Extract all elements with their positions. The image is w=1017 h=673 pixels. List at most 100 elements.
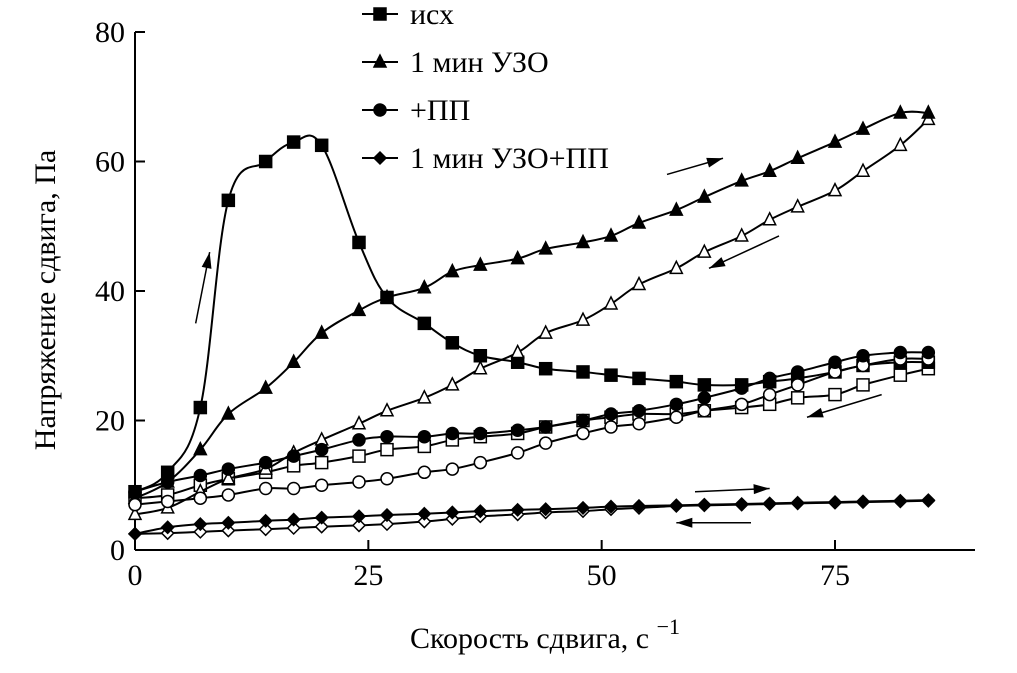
data-point-circle xyxy=(417,429,432,444)
data-point-circle xyxy=(286,449,301,463)
data-point-diamond xyxy=(631,498,647,514)
data-point-triangle xyxy=(379,288,395,304)
data-point-triangle xyxy=(372,53,388,68)
arrow-head xyxy=(676,517,693,528)
data-point-circle xyxy=(576,413,590,428)
series-2 xyxy=(128,345,936,512)
y-tick-label: 0 xyxy=(110,534,125,567)
data-point-square xyxy=(286,135,301,149)
data-point-triangle xyxy=(575,233,591,249)
series-line-down xyxy=(134,357,929,506)
arrow-head xyxy=(706,157,723,168)
data-point-circle xyxy=(128,484,142,499)
data-point-triangle xyxy=(473,256,488,271)
legend-entry-2: +ПП xyxy=(362,94,470,127)
data-point-diamond xyxy=(314,510,329,525)
data-point-diamond xyxy=(379,517,395,532)
data-point-diamond xyxy=(351,518,367,533)
series-line-down xyxy=(134,499,929,535)
data-point-circle xyxy=(669,410,684,425)
data-point-square xyxy=(373,7,387,21)
x-axis-label-main: Скорость сдвига, с xyxy=(410,622,649,655)
data-point-circle xyxy=(258,455,273,470)
data-point-triangle xyxy=(762,162,777,177)
x-tick-label: 0 xyxy=(128,559,143,592)
data-point-diamond xyxy=(372,150,388,166)
data-point-square xyxy=(417,316,432,331)
arrow-head xyxy=(709,257,726,269)
data-point-circle xyxy=(221,488,236,502)
data-point-triangle xyxy=(893,136,908,152)
data-point-diamond xyxy=(510,502,525,517)
data-point-square xyxy=(790,391,805,405)
data-point-triangle xyxy=(790,149,805,165)
data-point-triangle xyxy=(790,198,805,213)
data-point-square xyxy=(352,449,366,463)
data-point-triangle xyxy=(697,243,712,258)
series-line-up xyxy=(134,351,929,493)
data-point-circle xyxy=(697,404,712,418)
data-point-diamond xyxy=(697,497,712,512)
data-point-diamond xyxy=(258,513,273,528)
series-line-down xyxy=(134,118,930,516)
data-point-diamond xyxy=(286,520,301,536)
data-point-triangle xyxy=(221,470,236,485)
data-point-circle xyxy=(632,416,646,431)
data-point-triangle xyxy=(445,376,460,391)
data-point-square xyxy=(221,193,236,208)
data-point-circle xyxy=(128,497,142,512)
data-point-circle xyxy=(445,426,460,441)
data-point-circle xyxy=(538,436,553,450)
data-point-triangle xyxy=(538,324,553,339)
data-point-square xyxy=(632,371,646,386)
data-point-triangle xyxy=(286,353,301,368)
data-point-circle xyxy=(286,481,301,496)
data-point-circle xyxy=(473,426,488,441)
data-point-square xyxy=(380,442,394,457)
data-point-circle xyxy=(510,423,525,437)
data-point-triangle xyxy=(921,104,936,119)
data-point-triangle xyxy=(193,440,208,456)
data-point-diamond xyxy=(538,502,553,517)
data-point-diamond xyxy=(379,507,395,523)
data-point-triangle xyxy=(603,295,619,310)
data-point-square xyxy=(445,336,460,350)
data-point-diamond xyxy=(921,493,936,508)
data-point-circle xyxy=(856,349,870,363)
data-point-square xyxy=(697,378,712,392)
data-point-circle xyxy=(193,468,208,483)
data-point-circle xyxy=(160,494,175,509)
data-point-circle xyxy=(790,378,805,392)
data-point-triangle xyxy=(669,259,684,275)
data-point-diamond xyxy=(762,496,777,511)
data-point-triangle xyxy=(417,389,432,404)
data-point-triangle xyxy=(351,415,367,430)
data-point-circle xyxy=(604,420,618,434)
data-point-diamond xyxy=(790,495,805,510)
data-point-triangle xyxy=(734,227,749,242)
data-point-circle xyxy=(258,481,273,496)
data-point-triangle xyxy=(855,120,871,135)
data-point-triangle xyxy=(538,240,553,255)
data-point-circle xyxy=(604,407,618,421)
data-point-square xyxy=(352,235,366,250)
data-point-triangle xyxy=(631,275,647,291)
legend-entry-3: 1 мин УЗО+ПП xyxy=(362,142,609,175)
arrow-head xyxy=(807,407,824,418)
data-point-circle xyxy=(352,433,366,447)
x-tick-label: 25 xyxy=(353,559,383,592)
data-point-circle xyxy=(828,355,842,369)
legend-label: 1 мин УЗО+ПП xyxy=(410,142,609,175)
data-point-square xyxy=(669,374,684,389)
data-point-triangle xyxy=(603,227,619,242)
data-point-diamond xyxy=(417,506,432,521)
arrow-head xyxy=(201,252,212,269)
data-point-circle xyxy=(734,381,749,395)
data-point-diamond xyxy=(445,505,460,520)
data-point-diamond xyxy=(351,509,367,524)
legend-entry-0: исх xyxy=(362,0,454,31)
data-point-triangle xyxy=(314,324,329,339)
series-layer xyxy=(127,104,936,541)
data-point-circle xyxy=(510,446,525,460)
